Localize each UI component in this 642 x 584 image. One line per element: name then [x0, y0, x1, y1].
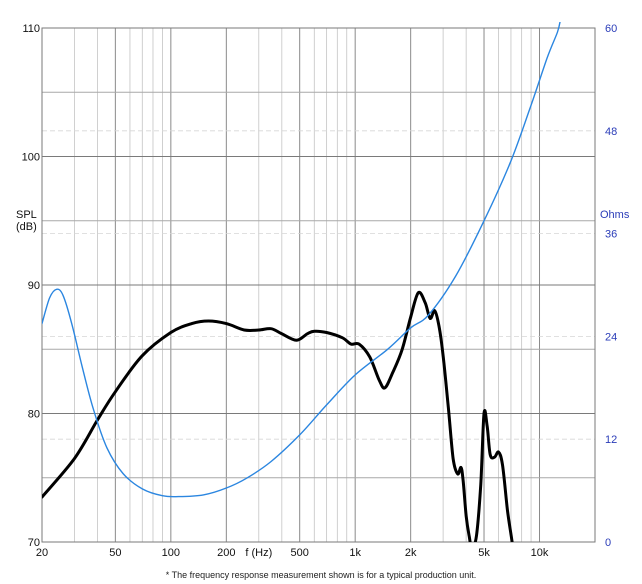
x-tick-label: 2k [405, 547, 417, 559]
footnote: * The frequency response measurement sho… [165, 570, 477, 580]
x-tick-label: 1k [349, 547, 361, 559]
right-tick-label: 0 [605, 537, 611, 549]
grid [41, 27, 596, 543]
right-tick-label: 48 [605, 126, 617, 138]
spl-curve [42, 290, 514, 542]
tick-labels: 110 100 90 80 70 60 48 36 24 12 0 20 50 100 200 f (Hz) 5… [22, 23, 618, 559]
impedance-curve [42, 22, 561, 498]
x-tick-label: f (Hz) [245, 547, 272, 559]
x-tick-label: 20 [36, 547, 48, 559]
left-axis-label-spl: SPL [16, 209, 37, 221]
right-tick-label: 60 [605, 23, 617, 35]
x-tick-label: 5k [478, 547, 490, 559]
x-tick-label: 50 [109, 547, 121, 559]
right-tick-label: 24 [605, 331, 617, 343]
left-tick-label: 90 [28, 280, 40, 292]
right-tick-label: 36 [605, 229, 617, 241]
left-tick-label: 100 [22, 152, 40, 164]
left-tick-label: 70 [28, 537, 40, 549]
plot-frame [41, 27, 596, 543]
x-tick-label: 100 [162, 547, 180, 559]
curves [42, 22, 561, 542]
left-axis-label-db: (dB) [16, 221, 37, 233]
right-tick-label: 12 [605, 434, 617, 446]
left-tick-label: 110 [22, 23, 40, 35]
left-tick-label: 80 [28, 409, 40, 421]
right-axis-label-ohms: Ohms [600, 209, 630, 221]
x-tick-label: 10k [531, 547, 549, 559]
x-tick-label: 200 [217, 547, 235, 559]
x-tick-label: 500 [291, 547, 309, 559]
